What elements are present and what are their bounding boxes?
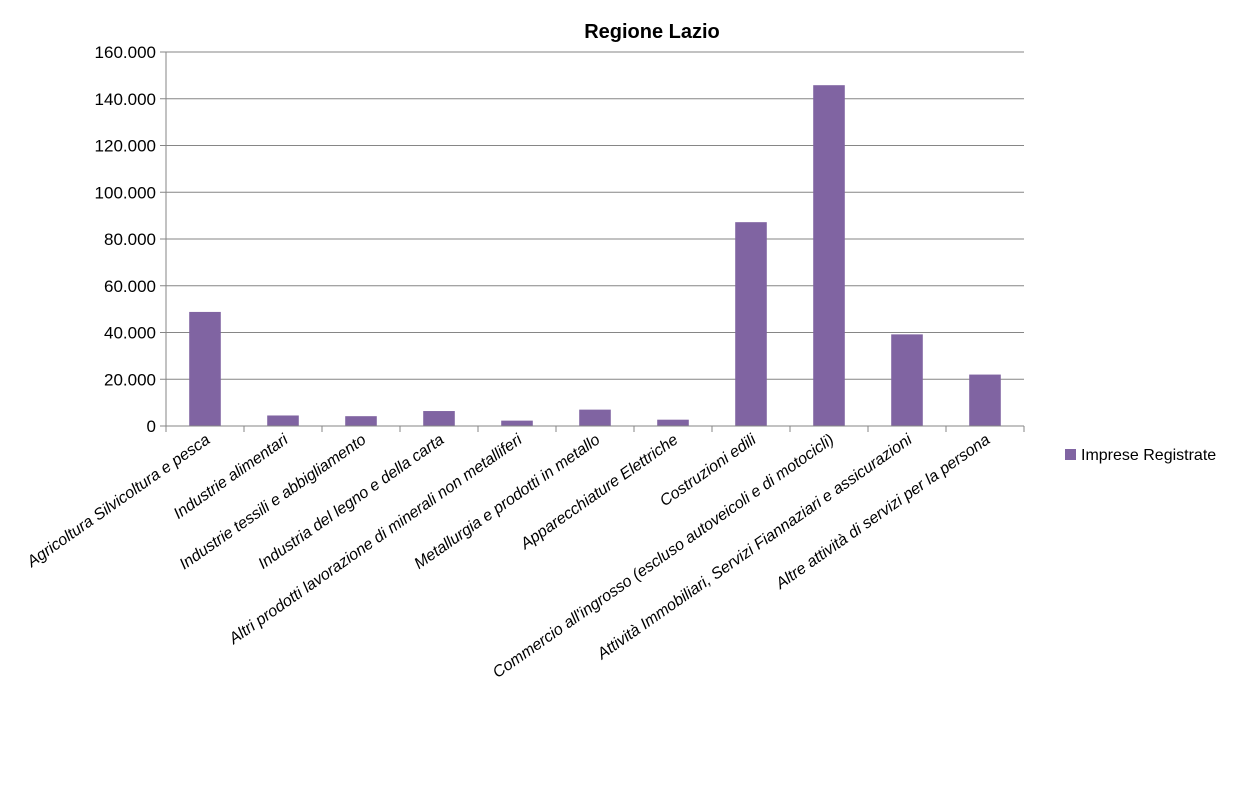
y-tick-label: 160.000 [95,43,156,62]
bars [189,85,1001,426]
bar [969,374,1001,426]
y-tick-label: 40.000 [104,324,156,343]
y-tick-label: 80.000 [104,230,156,249]
x-tick-label: Altri prodotti lavorazione di minerali n… [226,431,526,648]
bar [579,409,611,426]
bar [657,419,689,426]
y-tick-label: 100.000 [95,183,156,202]
x-tick-label: Apparecchiature Elettriche [517,431,681,553]
y-tick-label: 60.000 [104,277,156,296]
x-axis: Agricoltura Silvicoltura e pescaIndustri… [24,425,1025,682]
y-tick-label: 120.000 [95,137,156,156]
y-tick-label: 0 [147,417,156,436]
chart-title: Regione Lazio [584,21,720,43]
bar [813,85,845,426]
y-tick-label: 140.000 [95,90,156,109]
bar [501,420,533,426]
legend-swatch [1065,449,1076,460]
bar [423,411,455,426]
bar [891,334,923,426]
legend: Imprese Registrate [1065,447,1216,464]
y-axis: 0 20.000 40.000 60.000 80.000 100.000 120.000 1… [95,43,167,436]
bar [267,415,299,426]
legend-label: Imprese Registrate [1081,447,1216,464]
y-tick-label: 20.000 [104,370,156,389]
bar [189,311,221,426]
bar [735,222,767,426]
bar [345,416,377,426]
gridlines [166,51,1024,380]
